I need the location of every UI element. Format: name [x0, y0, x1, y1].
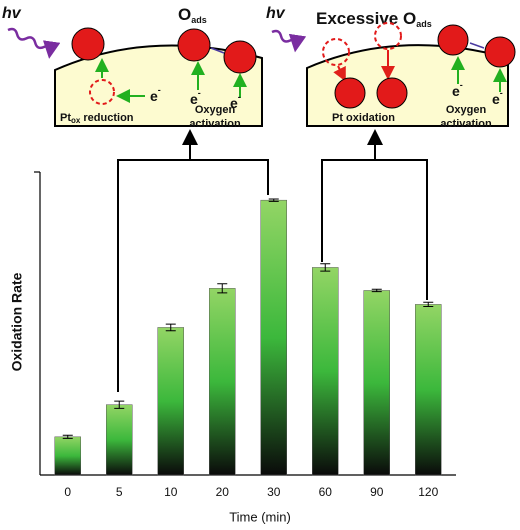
electron-main: e — [452, 83, 460, 99]
oxygen-main: Excessive O — [316, 9, 416, 28]
oxygen-sub: ads — [416, 19, 432, 29]
bond — [469, 42, 485, 49]
x-tick-label: 0 — [64, 485, 71, 499]
bar — [54, 436, 81, 476]
bar — [415, 304, 442, 476]
caption: Ptox reduction — [60, 112, 134, 125]
connector — [117, 129, 428, 392]
error-bar — [320, 263, 331, 272]
x-axis-label: Time (min) — [229, 509, 291, 524]
error-bar — [165, 323, 176, 332]
error-bar — [62, 434, 73, 439]
x-tick-label: 10 — [164, 485, 178, 499]
x-tick-label: 90 — [370, 485, 384, 499]
electron-sup: - — [500, 88, 503, 98]
y-axis-label: Oxidation Rate — [9, 272, 25, 371]
electron-sup: - — [198, 88, 201, 98]
pt-atom — [376, 77, 408, 109]
electron: e- — [230, 92, 241, 110]
vacancy — [89, 79, 115, 105]
caption-rest: reduction — [80, 112, 133, 124]
panel: hv e- e- e- Oads Ptox reduction Oxygen a… — [2, 5, 263, 130]
electron: e- — [452, 80, 463, 98]
bar — [157, 327, 184, 476]
pt-atom — [484, 36, 516, 68]
caption-main: Pt — [60, 112, 71, 124]
electron-main: e — [492, 91, 500, 107]
bar — [260, 199, 287, 476]
error-bar — [371, 288, 382, 293]
oxygen-label: Oads — [178, 5, 207, 25]
caption: activation — [440, 118, 492, 130]
x-tick-label: 60 — [319, 485, 333, 499]
bar — [363, 290, 390, 476]
pt-atom — [223, 40, 257, 74]
error-bar — [423, 301, 434, 308]
electron: e- — [492, 88, 503, 106]
vacancy — [374, 22, 402, 50]
bracket — [117, 159, 269, 392]
oxygen-sub: ads — [191, 15, 207, 25]
error-bar — [217, 283, 228, 294]
pt-atom — [177, 28, 211, 62]
error-bar — [268, 198, 279, 202]
panel: hv Excessive Oads e- e- Pt oxidation Oxy… — [266, 5, 516, 130]
electron-sup: - — [238, 92, 241, 102]
bond — [210, 47, 225, 54]
hv-label: hv — [266, 5, 286, 22]
light-arrow — [271, 29, 307, 53]
oxygen-main: O — [178, 5, 191, 24]
electron-main: e — [230, 95, 238, 111]
pt-atom — [334, 77, 366, 109]
vacancy — [322, 38, 350, 66]
bar — [209, 288, 236, 476]
electron-main: e — [150, 88, 158, 104]
electron-sup: - — [158, 85, 161, 95]
electron: e- — [190, 88, 201, 106]
pt-atom — [437, 24, 469, 56]
light-arrow — [7, 27, 61, 59]
bar — [312, 267, 339, 476]
error-bar — [114, 400, 125, 409]
caption: Oxygen — [446, 104, 487, 116]
x-tick-label: 20 — [216, 485, 230, 499]
x-tick-label: 120 — [418, 485, 438, 499]
oxygen-label: Excessive Oads — [316, 9, 432, 29]
caption: activation — [189, 118, 241, 130]
electron-sup: - — [460, 80, 463, 90]
caption-sub: ox — [71, 116, 81, 125]
electron: e- — [150, 85, 161, 103]
x-tick-label: 30 — [267, 485, 281, 499]
x-tick-label: 5 — [116, 485, 123, 499]
bar — [106, 404, 133, 476]
pt-atom — [71, 27, 105, 61]
oxidation-arrow — [333, 65, 346, 82]
caption: Oxygen — [195, 104, 236, 116]
caption: Pt oxidation — [332, 112, 395, 124]
hv-label: hv — [2, 5, 22, 22]
electron-main: e — [190, 91, 198, 107]
